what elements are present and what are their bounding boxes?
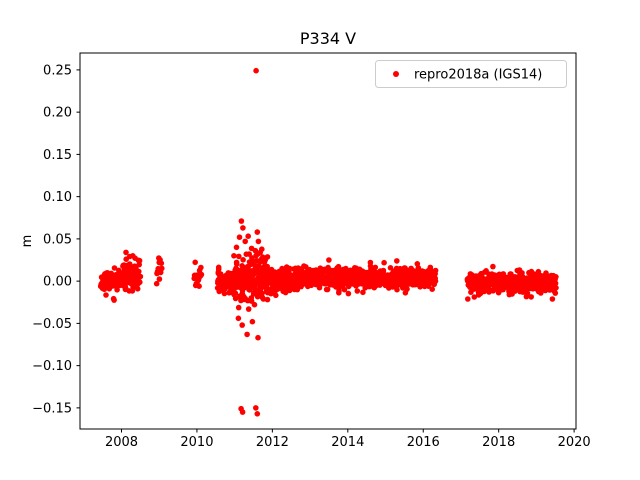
y-tick-label: −0.15 bbox=[32, 401, 72, 416]
legend: repro2018a (IGS14) bbox=[375, 60, 567, 88]
x-tick-label: 2014 bbox=[331, 435, 364, 450]
x-tick-label: 2016 bbox=[407, 435, 440, 450]
legend-marker-icon bbox=[393, 71, 399, 77]
x-tick-label: 2012 bbox=[256, 435, 289, 450]
x-tick-label: 2010 bbox=[180, 435, 213, 450]
legend-label: repro2018a (IGS14) bbox=[414, 68, 542, 83]
y-tick-label: 0.10 bbox=[43, 190, 72, 205]
x-tick-label: 2008 bbox=[105, 435, 138, 450]
axis-ticks-layer: 2008 2010 2012 2014 2016 2018 2020 −0.15 −0.10 −0… bbox=[32, 63, 591, 450]
y-tick-label: 0.05 bbox=[43, 232, 72, 247]
y-tick-label: 0.25 bbox=[43, 63, 72, 78]
x-tick-label: 2020 bbox=[558, 435, 591, 450]
y-axis-label: m bbox=[20, 235, 35, 248]
x-tick-label: 2018 bbox=[482, 435, 515, 450]
y-tick-label: −0.05 bbox=[32, 317, 72, 332]
legend-box bbox=[375, 60, 567, 88]
y-tick-label: −0.10 bbox=[32, 359, 72, 374]
plot-area bbox=[79, 52, 577, 430]
y-tick-label: 0.15 bbox=[43, 148, 72, 163]
chart-title: P334 V bbox=[300, 29, 356, 48]
y-tick-label: 0.20 bbox=[43, 106, 72, 121]
y-tick-label: 0.00 bbox=[43, 275, 72, 290]
scatter-points-layer bbox=[97, 67, 559, 417]
